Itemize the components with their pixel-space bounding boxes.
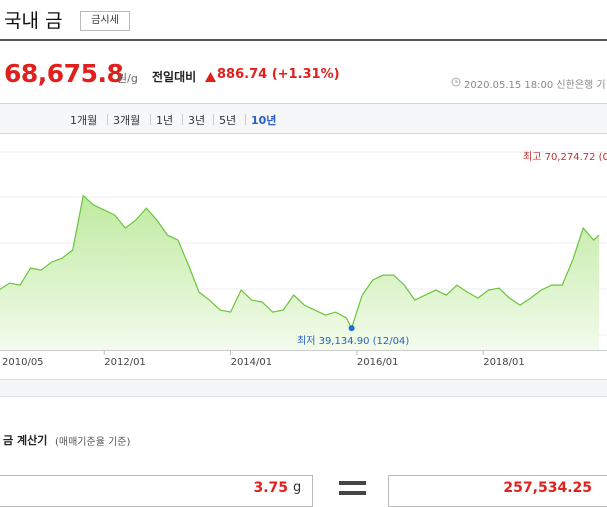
amount: 3.75 xyxy=(253,480,288,496)
equals-top xyxy=(339,481,366,485)
result: 257,534.25 xyxy=(503,480,592,496)
max-annotation: 최고 70,274.72 (0 xyxy=(523,151,607,163)
calc-note: (매매기준율 기준) xyxy=(55,437,131,448)
x-tick-label: 2018/01 xyxy=(483,357,525,368)
badge[interactable]: 금시세 xyxy=(80,11,130,31)
range-tab[interactable]: 10년 xyxy=(251,114,277,127)
equals-bottom xyxy=(339,491,366,495)
price: 68,675.8 xyxy=(4,59,124,88)
area xyxy=(0,195,599,350)
line xyxy=(0,194,600,330)
range-tab[interactable]: 5년 xyxy=(219,114,237,127)
tab-bar: 1개월 3개월 1년 3년 5년 10년 xyxy=(0,103,607,134)
divider xyxy=(0,379,607,380)
range-tab[interactable]: 1년 xyxy=(156,114,174,127)
divider xyxy=(0,39,607,41)
min-annotation: 최저 39,134.90 (12/04) xyxy=(297,335,409,347)
min-point xyxy=(348,325,355,332)
range-tab[interactable]: 3년 xyxy=(188,114,206,127)
amount-unit: g xyxy=(293,480,302,495)
x-tick-label: 2010/05 xyxy=(2,357,44,368)
x-tick-label: 2012/01 xyxy=(104,357,146,368)
updated: 2020.05.15 18:00 신한은행 기 xyxy=(464,80,606,91)
chart: 2010/05 2012/01 2014/01 2016/01 2018/01 최고 70… xyxy=(0,151,607,368)
tab-separator xyxy=(107,114,108,125)
calc-title: 금 계산기 xyxy=(3,434,48,447)
x-tick-label: 2014/01 xyxy=(231,357,273,368)
tab-separator xyxy=(213,114,214,125)
tab-separator xyxy=(245,114,246,125)
spacer xyxy=(0,380,607,397)
change-label: 전일대비 xyxy=(152,70,197,84)
tab-separator xyxy=(182,114,183,125)
clock-icon xyxy=(451,77,461,87)
x-tick-label: 2016/01 xyxy=(357,357,399,368)
tab-separator xyxy=(150,114,151,125)
change: 886.74 (+1.31%) xyxy=(217,67,340,82)
price-unit: 원/g xyxy=(117,72,138,85)
range-tab[interactable]: 1개월 xyxy=(70,114,98,127)
range-tab[interactable]: 3개월 xyxy=(113,114,141,127)
up-arrow xyxy=(205,72,216,82)
page-title: 국내 금 xyxy=(4,10,63,32)
